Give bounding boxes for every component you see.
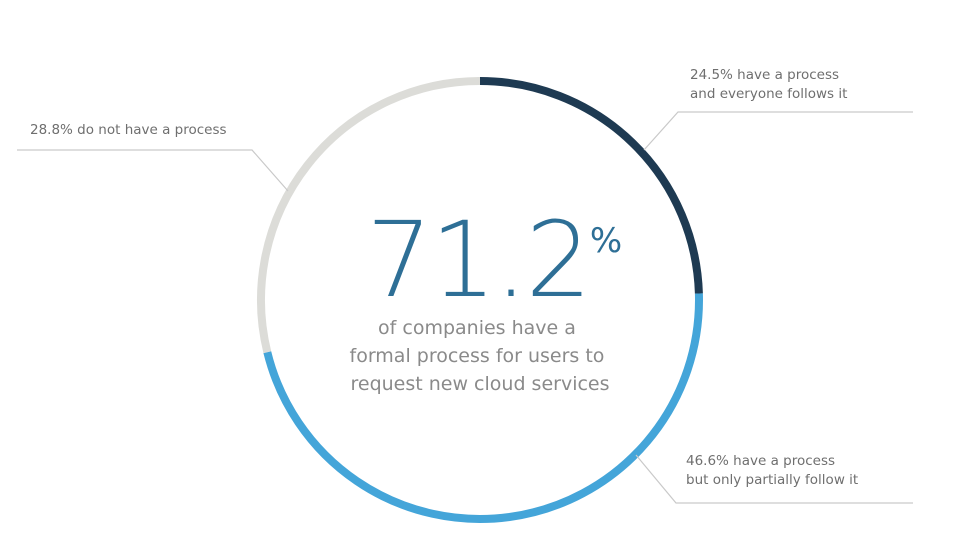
headline-caption: of companies have a formal process for u… — [350, 317, 611, 395]
leader-line-segment-3 — [17, 149, 289, 192]
leader-line-segment-2 — [635, 454, 913, 504]
segment-1-label: 24.5% have a process and everyone follow… — [690, 67, 847, 102]
segment-2-label: 46.6% have a process but only partially … — [686, 453, 858, 488]
segment-3-label: 28.8% do not have a process — [30, 122, 227, 138]
donut-segment-1 — [479, 77, 703, 294]
segment-1-label-line-1: 24.5% have a process — [690, 67, 839, 83]
donut-segment-2 — [263, 293, 703, 523]
leader-line-segment-1 — [643, 111, 913, 151]
segment-3-label-line-1: 28.8% do not have a process — [30, 122, 227, 138]
caption-line-3: request new cloud services — [350, 373, 609, 395]
headline-unit: % — [590, 221, 622, 261]
donut-segment-3 — [257, 77, 481, 354]
caption-line-2: formal process for users to — [350, 345, 605, 367]
segment-1-label-line-2: and everyone follows it — [690, 86, 847, 102]
segment-2-label-line-1: 46.6% have a process — [686, 453, 835, 469]
donut-ring — [257, 77, 703, 523]
caption-line-1: of companies have a — [378, 317, 576, 339]
headline-value: 71.2 — [366, 199, 590, 321]
segment-2-label-line-2: but only partially follow it — [686, 472, 858, 488]
